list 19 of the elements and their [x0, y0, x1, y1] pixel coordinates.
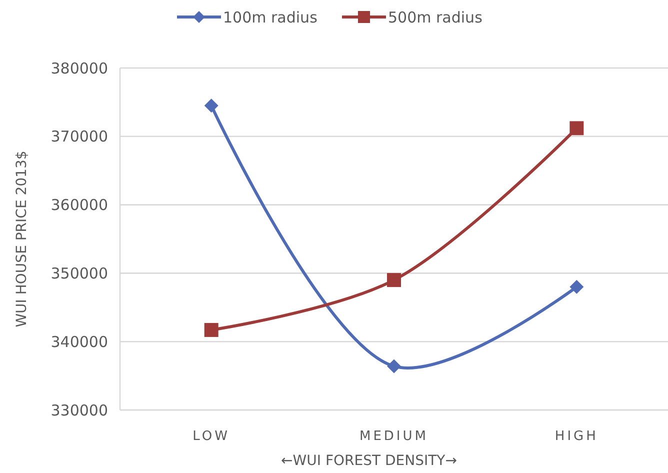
- x-axis-title: ←WUI FOREST DENSITY→: [281, 453, 458, 469]
- point: [204, 322, 218, 337]
- x-tick-label: MEDIUM: [359, 429, 429, 444]
- y-tick-label: 340000: [50, 332, 108, 351]
- y-tick-label: 380000: [50, 59, 108, 78]
- point: [570, 280, 584, 294]
- point: [570, 121, 584, 136]
- point: [387, 359, 401, 374]
- x-tick-label: HIGH: [554, 429, 598, 444]
- y-tick-label: 370000: [50, 128, 108, 146]
- x-tick-label: LOW: [192, 429, 230, 444]
- y-axis-title: WUI HOUSE PRICE 2013$: [14, 150, 30, 328]
- y-tick-label: 330000: [50, 401, 108, 420]
- legend-label: 500m radius: [388, 8, 483, 26]
- y-tick-label: 360000: [50, 196, 108, 214]
- y-tick-label: 350000: [50, 264, 108, 282]
- legend-label: 100m radius: [223, 8, 318, 26]
- point: [204, 98, 218, 113]
- point: [387, 273, 401, 288]
